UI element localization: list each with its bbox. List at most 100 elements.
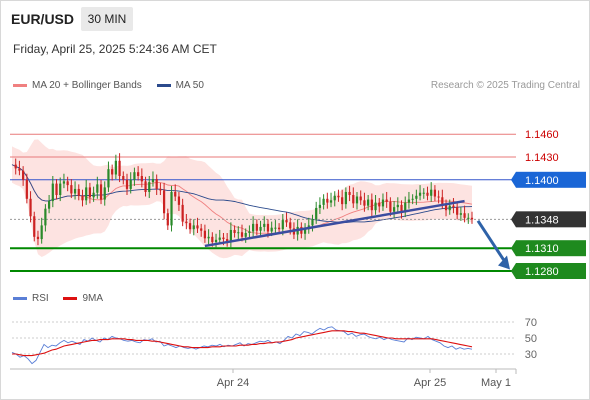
candle-body <box>404 202 407 213</box>
level-label-1.1280: 1.1280 <box>525 266 559 278</box>
candle-body <box>22 170 25 180</box>
candle-body <box>29 198 32 217</box>
candle-body <box>214 239 218 243</box>
level-tag-1.1348 <box>516 211 586 228</box>
candle-body <box>155 179 158 189</box>
rsi-swatch <box>13 296 27 300</box>
level-tag-arrow-1.1400 <box>511 171 516 188</box>
x-axis: Apr 24 Apr 25 May 1 <box>10 368 517 389</box>
ma50-line <box>11 164 473 224</box>
timeframe-badge[interactable]: 30 MIN <box>81 7 133 31</box>
candle-body <box>322 198 325 205</box>
level-tag-arrow-1.1280 <box>511 263 516 279</box>
candle-body <box>137 172 140 176</box>
candle-body <box>25 179 28 199</box>
candle-body <box>400 204 403 213</box>
candle-body <box>207 236 210 239</box>
chart-header: EUR/USD 30 MIN <box>0 0 590 36</box>
bollinger-band <box>12 139 472 259</box>
candle-body <box>285 220 288 223</box>
candle-body <box>159 188 162 191</box>
rsi-legend-label: RSI <box>32 293 49 304</box>
candle-body <box>114 160 117 175</box>
candle-body <box>315 207 318 220</box>
candle-body <box>200 228 203 231</box>
candle-body <box>218 237 221 240</box>
candle-body <box>252 223 255 232</box>
candle-body <box>226 239 229 243</box>
candle-body <box>355 196 359 204</box>
candle-body <box>441 197 444 205</box>
candle-body <box>277 227 281 230</box>
candle-body <box>14 164 17 169</box>
candle-body <box>470 217 474 220</box>
candle-body <box>233 229 236 233</box>
rsi-ma-line <box>12 330 473 357</box>
candle-body <box>148 182 151 192</box>
candle-body <box>151 179 155 183</box>
candles-layer <box>14 153 474 249</box>
candle-body <box>188 223 192 230</box>
candle-body <box>259 226 262 231</box>
candle-body <box>418 192 422 196</box>
candle-body <box>99 184 103 200</box>
candle-body <box>81 195 84 201</box>
candle-body <box>303 229 307 234</box>
level-label-1.1400: 1.1400 <box>525 175 559 187</box>
candle-body <box>370 199 373 211</box>
candle-body <box>240 232 244 237</box>
candle-body <box>422 192 425 194</box>
level-tag-1.1310 <box>516 240 586 257</box>
candle-body <box>85 187 88 201</box>
candle-body <box>270 227 273 232</box>
candle-body <box>326 198 329 203</box>
candle-body <box>170 191 173 226</box>
rsi-ma-swatch <box>63 296 78 300</box>
overlay-layer <box>204 199 510 270</box>
candle-body <box>248 231 251 233</box>
candle-body <box>359 196 362 201</box>
candle-body <box>381 199 385 207</box>
candle-body <box>274 227 277 229</box>
level-tag-1.1400 <box>516 171 586 188</box>
candle-body <box>196 225 199 229</box>
candle-body <box>385 199 388 202</box>
candle-body <box>430 189 433 196</box>
candle-body <box>122 176 125 180</box>
forecast-arrow-shaft <box>476 220 508 265</box>
rsi-tick-70: 70 <box>525 317 537 329</box>
candle-body <box>133 172 136 180</box>
candle-body <box>456 207 459 215</box>
candle-body <box>433 189 437 197</box>
candle-body <box>348 191 351 195</box>
candle-body <box>255 223 258 231</box>
candle-body <box>374 202 377 211</box>
candle-body <box>222 237 225 240</box>
candle-body <box>311 219 314 226</box>
candle-body <box>55 183 58 195</box>
candle-body <box>367 199 370 206</box>
candle-body <box>103 187 106 200</box>
candle-body <box>318 204 322 208</box>
candle-body <box>181 204 184 222</box>
ma50-legend-label: MA 50 <box>175 80 204 91</box>
candle-body <box>18 168 21 171</box>
candle-body <box>177 196 181 205</box>
candle-body <box>263 223 266 227</box>
x-tick-label: Apr 24 <box>217 377 249 389</box>
candle-body <box>33 216 36 237</box>
candle-body <box>166 213 169 226</box>
candle-body <box>111 169 114 175</box>
level-label-1.1348: 1.1348 <box>525 214 559 226</box>
ma20-swatch <box>13 83 27 87</box>
level-label-1.1430: 1.1430 <box>525 152 559 164</box>
candle-body <box>352 195 355 204</box>
candle-body <box>162 190 166 214</box>
candle-body <box>426 192 429 196</box>
candle-body <box>73 188 77 194</box>
candle-body <box>47 201 51 209</box>
x-tick-label: Apr 25 <box>414 377 446 389</box>
candle-body <box>70 185 73 194</box>
candle-body <box>59 183 62 195</box>
candle-body <box>66 181 69 186</box>
